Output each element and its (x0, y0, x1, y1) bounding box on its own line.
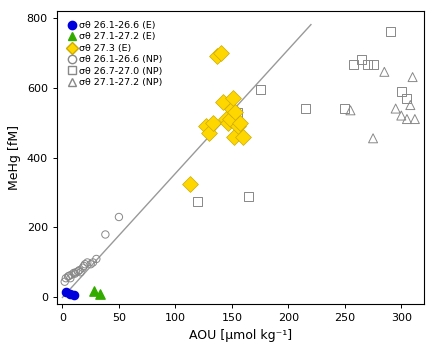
Point (79, 265, 86, 270)
Point (90, 259, 97, 265)
Point (217, 50, 224, 56)
Point (403, 95, 410, 101)
Point (409, 74, 416, 80)
Point (392, 106, 399, 112)
Point (398, 88, 405, 94)
X-axis label: AOU [μmol kg⁻¹]: AOU [μmol kg⁻¹] (189, 329, 292, 342)
Point (68, 272, 75, 278)
Point (70, 270, 77, 276)
Point (239, 134, 246, 139)
Point (71, 271, 78, 276)
Point (236, 120, 243, 125)
Point (66, 273, 73, 279)
Point (61, 279, 68, 285)
Point (407, 102, 414, 108)
Point (102, 232, 109, 237)
Point (219, 99, 226, 104)
Point (67, 275, 74, 281)
Point (229, 106, 236, 112)
Point (232, 109, 239, 115)
Point (229, 95, 236, 101)
Point (80, 263, 87, 269)
Point (411, 116, 418, 122)
Point (87, 261, 94, 267)
Point (96, 291, 103, 297)
Point (364, 62, 371, 68)
Point (234, 123, 241, 129)
Point (73, 269, 80, 275)
Point (70, 292, 77, 297)
Point (214, 53, 221, 59)
Point (341, 106, 348, 112)
Point (84, 259, 91, 265)
Point (62, 275, 69, 281)
Point (187, 181, 194, 187)
Point (234, 109, 241, 115)
Point (381, 69, 388, 75)
Point (370, 136, 377, 141)
Point (75, 268, 82, 274)
Point (67, 291, 74, 297)
Point (386, 29, 393, 34)
Point (90, 288, 97, 294)
Point (226, 116, 233, 122)
Point (245, 193, 252, 199)
Point (225, 120, 232, 125)
Point (62, 289, 69, 295)
Point (93, 256, 100, 262)
Y-axis label: MeHg [fM]: MeHg [fM] (8, 125, 21, 190)
Point (350, 62, 357, 68)
Point (257, 86, 264, 92)
Point (65, 274, 72, 279)
Point (358, 57, 365, 62)
Point (77, 269, 84, 275)
Point (398, 113, 405, 118)
Point (206, 130, 213, 136)
Point (82, 261, 89, 267)
Legend: σθ 26.1-26.6 (E), σθ 27.1-27.2 (E), σθ 27.3 (E), σθ 26.1-26.6 (NP), σθ 26.7-27.0: σθ 26.1-26.6 (E), σθ 27.1-27.2 (E), σθ 2… (65, 18, 166, 90)
Point (194, 199, 201, 204)
Point (231, 134, 238, 139)
Point (76, 267, 83, 273)
Point (202, 123, 209, 129)
Point (370, 62, 377, 68)
Point (223, 116, 230, 122)
Point (115, 214, 122, 220)
Point (209, 120, 216, 125)
Point (403, 116, 410, 122)
Point (347, 108, 354, 113)
Point (302, 106, 309, 112)
